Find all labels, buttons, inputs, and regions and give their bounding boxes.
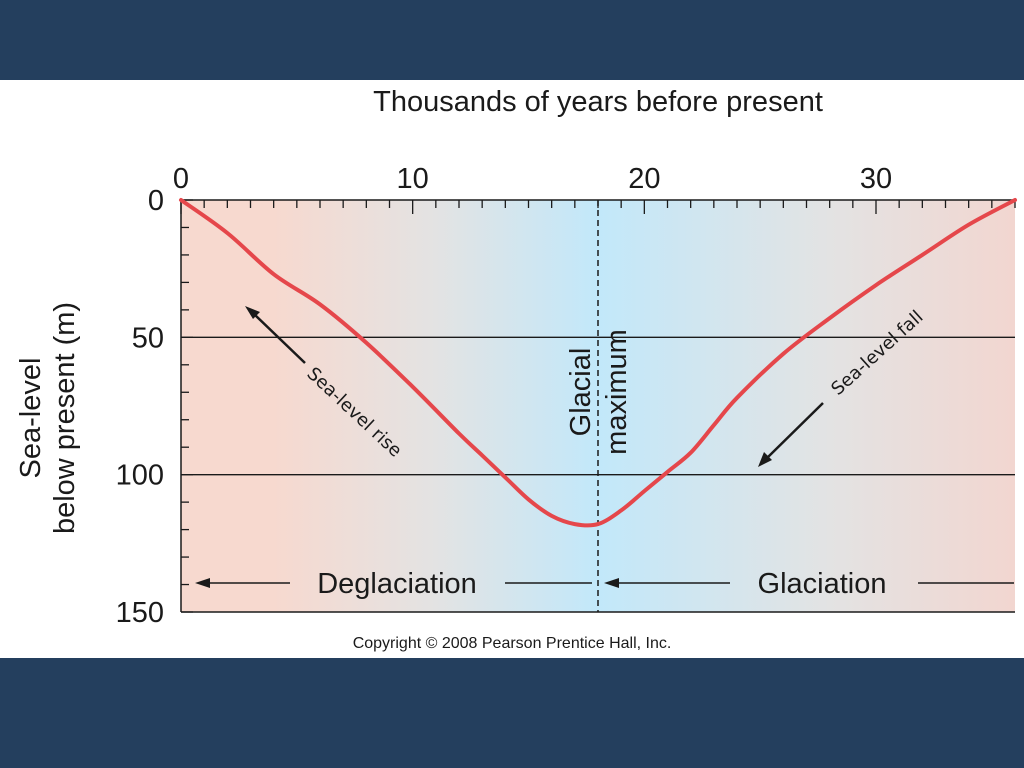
glacial-maximum-label-line-2: maximum — [601, 329, 633, 455]
x-tick-label: 20 — [628, 163, 660, 195]
x-axis-title: Thousands of years before present — [373, 86, 823, 118]
glacial-maximum-label-line-1: Glacial — [565, 348, 597, 437]
glaciation-label: Glaciation — [758, 568, 887, 600]
sea-level-curve — [179, 198, 1017, 528]
glaciation-arrowhead — [604, 578, 619, 588]
chart-panel: 0 10 20 30 0 50 100 150 Thousands of years befo… — [0, 80, 1024, 658]
y-tick-label: 150 — [116, 597, 164, 629]
deglaciation-label: Deglaciation — [317, 568, 477, 600]
y-axis-title: Sea-level below present (m) — [15, 302, 81, 534]
y-axis-title-line-1: Sea-level — [15, 358, 47, 479]
x-tick-label: 0 — [173, 163, 189, 195]
tick-labels: 0 10 20 30 0 50 100 150 — [116, 163, 893, 629]
sea-level-rise-arrow-line — [253, 313, 306, 364]
y-axis-title-line-2: below present (m) — [49, 302, 81, 534]
y-tick-label: 50 — [132, 322, 164, 354]
glacial-maximum-label: Glacial maximum — [565, 329, 633, 455]
deglaciation-arrowhead — [195, 578, 210, 588]
y-tick-label: 100 — [116, 460, 164, 492]
sea-level-fall-arrowhead — [758, 452, 772, 467]
y-tick-label: 0 — [148, 185, 164, 217]
x-tick-label: 30 — [860, 163, 892, 195]
chart: 0 10 20 30 0 50 100 150 Thousands of years befo… — [15, 86, 1017, 652]
deglaciation-annotation: Deglaciation — [195, 568, 592, 600]
glaciation-annotation: Glaciation — [604, 568, 1014, 600]
copyright-text: Copyright © 2008 Pearson Prentice Hall, … — [353, 635, 672, 652]
x-tick-label: 10 — [397, 163, 429, 195]
sea-level-rise-arrowhead — [245, 306, 260, 319]
sea-level-fall-arrow-line — [766, 402, 824, 459]
